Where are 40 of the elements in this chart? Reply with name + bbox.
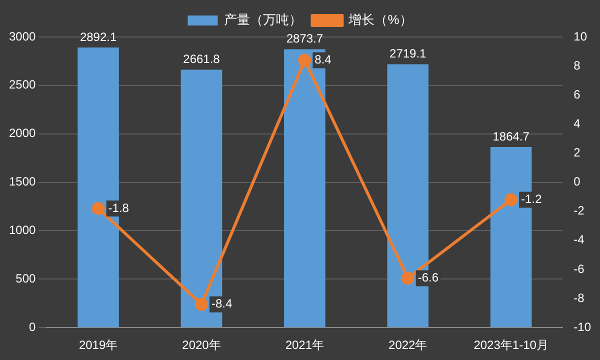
- legend-label: 增长（%）: [348, 12, 412, 28]
- y2-tick-label: -2: [574, 204, 585, 218]
- x-tick-label: 2019年: [78, 338, 118, 352]
- data-label: -1.2: [521, 192, 542, 206]
- legend-label: 产量（万吨）: [224, 12, 302, 28]
- y-tick-label: 2000: [8, 126, 36, 140]
- point: [298, 54, 312, 67]
- point: [92, 202, 105, 215]
- y2-tick-label: 0: [574, 174, 581, 189]
- point: [504, 193, 518, 206]
- data-label: -6.6: [418, 270, 439, 285]
- data-label: -8.4: [211, 296, 232, 311]
- data-label: 2892.1: [80, 30, 117, 44]
- y-tick-label: 1000: [8, 223, 36, 238]
- data-label: 1864.7: [492, 129, 530, 144]
- y2-tick-label: 10: [574, 29, 588, 44]
- point: [401, 272, 414, 285]
- y-tick-label: 0: [29, 320, 36, 334]
- y2-tick-label: 2: [574, 146, 581, 160]
- y2-tick-label: -10: [574, 320, 592, 334]
- y-tick-label: 2500: [8, 78, 36, 92]
- y2-tick-label: -8: [574, 290, 585, 305]
- y2-tick-label: -4: [574, 232, 585, 247]
- y2-tick-label: -6: [574, 262, 585, 276]
- y-tick-label: 1500: [8, 174, 36, 189]
- x-tick-label: 2021年: [285, 338, 324, 352]
- x-tick-label: 2020年: [182, 338, 221, 352]
- y2-tick-label: 8: [574, 58, 581, 72]
- y-tick-label: 3000: [8, 29, 36, 44]
- y2-tick-label: 6: [574, 87, 581, 102]
- x-tick-label: 2023年1-10月: [474, 338, 548, 352]
- x-tick-label: 2022年: [388, 338, 428, 352]
- data-label: 2873.7: [286, 32, 324, 46]
- y-tick-label: 500: [16, 271, 36, 286]
- data-label: -1.8: [108, 200, 130, 215]
- data-label: 8.4: [314, 52, 332, 67]
- point: [194, 298, 208, 311]
- data-label: 2661.8: [183, 52, 220, 66]
- data-label: 2719.1: [390, 46, 427, 61]
- y2-tick-label: 4: [574, 116, 581, 130]
